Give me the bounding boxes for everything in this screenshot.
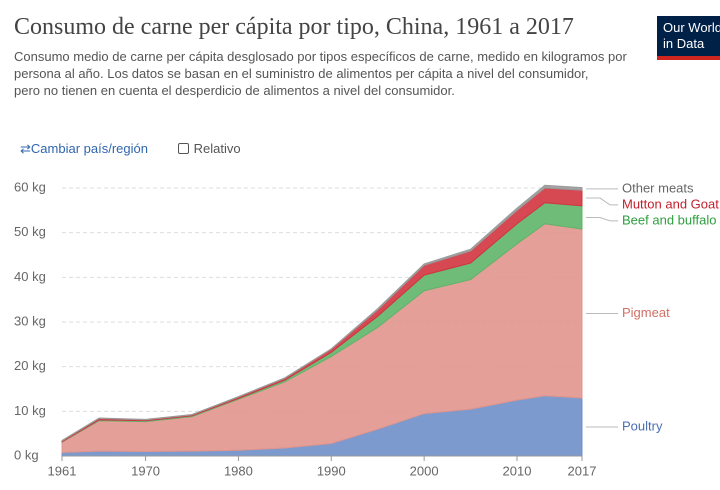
legend-label: Other meats	[622, 180, 694, 195]
x-tick-label: 2017	[568, 463, 597, 478]
x-tick-label: 1990	[317, 463, 346, 478]
x-tick-label: 1961	[48, 463, 77, 478]
logo-line: Our World	[663, 20, 720, 35]
change-country-label[interactable]: Cambiar país/región	[30, 141, 148, 156]
y-tick-label: 0 kg	[14, 447, 39, 462]
x-tick-label: 1970	[131, 463, 160, 478]
relative-label[interactable]: Relativo	[193, 141, 241, 156]
legend-label: Beef and buffalo	[622, 212, 716, 227]
legend-connector	[586, 216, 618, 222]
legend-label: Mutton and Goat	[622, 196, 719, 211]
y-tick-label: 60 kg	[14, 179, 46, 194]
x-tick-label: 1980	[224, 463, 253, 478]
logo-line: in Data	[663, 36, 705, 51]
area	[61, 184, 583, 442]
y-tick-label: 40 kg	[14, 269, 46, 284]
relative-toggle[interactable]: Relativo	[177, 141, 241, 156]
y-tick-label: 30 kg	[14, 313, 46, 328]
controls: ⇄Cambiar país/región Relativo	[20, 141, 241, 157]
change-country[interactable]: ⇄Cambiar país/región	[20, 141, 148, 156]
subtitle-line: Consumo medio de carne per cápita desglo…	[14, 49, 627, 81]
y-tick-label: 10 kg	[14, 403, 46, 418]
y-tick-label: 50 kg	[14, 224, 46, 239]
legend-connector	[586, 197, 618, 206]
y-tick-label: 20 kg	[14, 358, 46, 373]
checkbox[interactable]	[177, 143, 189, 154]
subtitle-line: pero no tienen en cuenta el desperdicio …	[14, 83, 455, 98]
x-tick-label: 2000	[410, 463, 439, 478]
subtitle: Consumo medio de carne per cápita desglo…	[14, 48, 664, 99]
x-tick-label: 2010	[503, 463, 532, 478]
logo[interactable]: Our World in Data	[657, 16, 720, 60]
legend-label: Poultry	[622, 418, 663, 433]
legend-label: Pigmeat	[622, 305, 670, 320]
title: Consumo de carne per cápita por tipo, Ch…	[14, 14, 574, 40]
